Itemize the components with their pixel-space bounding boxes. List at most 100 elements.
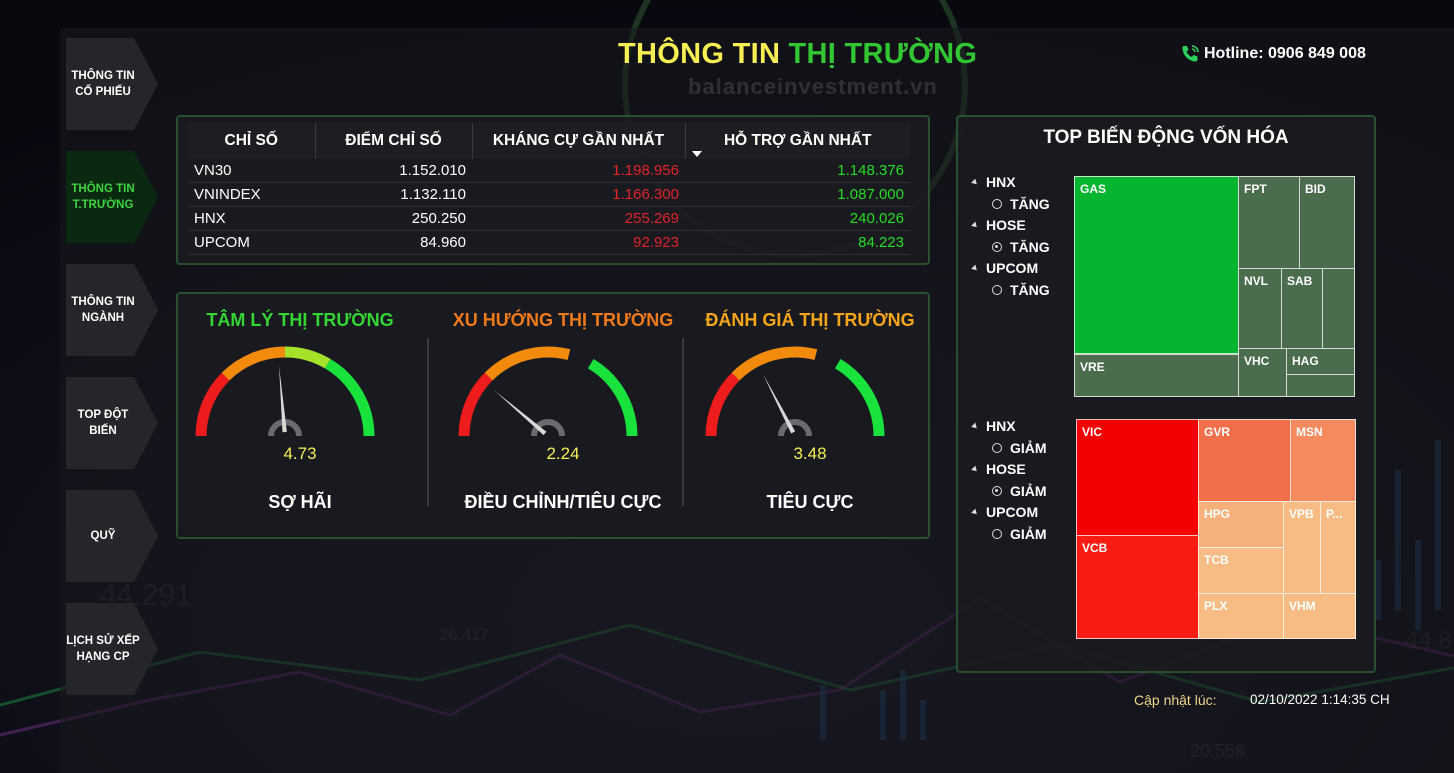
gauge-title: XU HƯỚNG THỊ TRƯỜNG <box>452 310 674 330</box>
treemap-cell[interactable]: FPT <box>1238 176 1301 269</box>
index-support: 240.026 <box>685 206 910 231</box>
treemap-cell[interactable]: VCB <box>1076 535 1199 639</box>
exchange-node-hnx[interactable]: HNX <box>971 415 1047 437</box>
treemap-cell[interactable]: GAS <box>1074 176 1240 354</box>
gauge-hub <box>778 419 812 437</box>
gauge-hub <box>531 419 565 437</box>
filter-option[interactable]: TĂNG <box>972 279 1050 300</box>
sidebar-item-label: QUỸ <box>90 530 116 542</box>
sidebar-item-label: NGÀNH <box>81 312 125 324</box>
treemap-cell[interactable]: GVR <box>1198 419 1291 502</box>
filter-option[interactable]: TĂNG <box>972 193 1050 214</box>
sort-down-icon <box>691 151 702 157</box>
index-support: 1.148.376 <box>685 159 910 183</box>
radio-selected-icon <box>992 485 1002 496</box>
gauges-panel: TÂM LÝ THỊ TRƯỜNG 4.73 SỢ HÃI XU HƯỚNG T… <box>176 292 930 539</box>
gauge-band <box>731 346 818 381</box>
gauge-band <box>834 358 885 437</box>
column-header-point[interactable]: ĐIỂM CHỈ SỐ <box>315 123 473 159</box>
sidebar-item-label: CỔ PHIẾU <box>75 86 131 98</box>
hotline[interactable]: Hotline: 0906 849 008 <box>1180 44 1366 64</box>
watermark: balanceinvestment.vn <box>688 74 938 99</box>
sidebar-item-label: LỊCH SỬ XẾP <box>66 635 140 647</box>
index-table: CHỈ SỐ ĐIỂM CHỈ SỐ KHÁNG CỰ GẦN NHẤT HỖ … <box>188 123 910 255</box>
gauge-sentiment: TÂM LÝ THỊ TRƯỜNG 4.73 SỢ HÃI <box>175 294 425 534</box>
treemap-cell[interactable] <box>1322 268 1355 350</box>
treemap-cell[interactable] <box>1286 374 1355 397</box>
gauge-trend: XU HƯỚNG THỊ TRƯỜNG 2.24 ĐIỀU CHỈNH/TIÊU… <box>438 294 688 534</box>
radio-icon <box>992 528 1002 539</box>
treemap-cell[interactable]: VRE <box>1074 354 1240 397</box>
exchange-node-upcom[interactable]: UPCOM <box>971 501 1047 523</box>
treemap-cell[interactable]: NVL <box>1238 268 1282 350</box>
gauge-title: ĐÁNH GIÁ THỊ TRƯỜNG <box>705 310 915 330</box>
gauge-dial <box>705 346 885 437</box>
column-header-index[interactable]: CHỈ SỐ <box>188 123 316 159</box>
treemap-cell[interactable]: SAB <box>1281 268 1323 350</box>
gauge-dial <box>458 346 638 437</box>
expand-icon <box>971 264 979 272</box>
treemap-cell[interactable]: VHC <box>1238 348 1287 397</box>
gauge-needle <box>762 373 796 434</box>
index-support: 84.223 <box>685 230 910 255</box>
index-table-panel: CHỈ SỐ ĐIỂM CHỈ SỐ KHÁNG CỰ GẦN NHẤT HỖ … <box>176 115 930 265</box>
gauge-needle <box>494 390 547 436</box>
gauge-divider <box>427 338 429 506</box>
gauge-value: 3.48 <box>793 444 827 463</box>
exchange-node-hose[interactable]: HOSE <box>971 214 1050 236</box>
radio-selected-icon <box>992 241 1002 252</box>
gauge-band <box>458 372 493 437</box>
sidebar-item-label: BIẾN <box>89 425 117 437</box>
gauge-band <box>705 372 740 437</box>
treemap-title: TOP BIẾN ĐỘNG VỐN HÓA <box>1043 127 1289 148</box>
gauge-band <box>324 358 375 437</box>
column-header-support[interactable]: HỖ TRỢ GẦN NHẤT <box>685 123 910 159</box>
phone-icon <box>1182 45 1199 62</box>
treemap-cell[interactable]: BID <box>1299 176 1355 269</box>
treemap-cell[interactable]: HAG <box>1286 348 1355 375</box>
treemap-cell[interactable]: P... <box>1320 501 1356 594</box>
page-title: THÔNG TIN THỊ TRƯỜNG <box>618 38 978 70</box>
table-row: VN30 1.152.010 1.198.956 1.148.376 <box>188 159 910 183</box>
gauge-needle <box>279 366 287 433</box>
radio-icon <box>992 198 1002 209</box>
update-label: Cập nhật lúc: <box>1134 692 1217 708</box>
treemap-cell[interactable]: HPG <box>1198 501 1284 548</box>
gauge-label: ĐIỀU CHỈNH/TIÊU CỰC <box>464 492 662 512</box>
treemap-cell[interactable]: VIC <box>1076 419 1199 536</box>
column-header-resistance[interactable]: KHÁNG CỰ GẦN NHẤT <box>472 123 686 159</box>
index-resistance: 1.166.300 <box>472 182 685 207</box>
sidebar-item-label: TOP ĐỘT <box>77 409 129 421</box>
sidebar-item-label: THÔNG TIN <box>71 296 135 308</box>
table-row: VNINDEX 1.132.110 1.166.300 1.087.000 <box>188 182 910 207</box>
filter-option[interactable]: GIẢM <box>972 437 1047 458</box>
index-name: VNINDEX <box>188 182 315 207</box>
gauge-value: 4.73 <box>283 444 317 463</box>
index-point: 250.250 <box>315 206 472 231</box>
gauge-band <box>484 346 571 381</box>
treemap-cell[interactable]: VHM <box>1283 593 1356 639</box>
exchange-node-hnx[interactable]: HNX <box>971 171 1050 193</box>
treemap-cell[interactable]: MSN <box>1290 419 1356 502</box>
up-filter-tree: HNX TĂNG HOSE TĂNG UPCOM TĂNG <box>971 171 1050 300</box>
index-resistance: 1.198.956 <box>472 159 685 183</box>
exchange-node-upcom[interactable]: UPCOM <box>971 257 1050 279</box>
filter-option[interactable]: GIẢM <box>972 523 1047 544</box>
exchange-node-hose[interactable]: HOSE <box>971 458 1047 480</box>
index-point: 1.132.110 <box>315 182 472 207</box>
treemap-cell[interactable]: TCB <box>1198 547 1284 594</box>
index-name: VN30 <box>188 159 315 183</box>
gauge-band <box>284 346 331 369</box>
sidebar-item-label: T.TRƯỜNG <box>72 199 134 211</box>
index-support: 1.087.000 <box>685 182 910 207</box>
filter-option[interactable]: GIẢM <box>972 480 1047 501</box>
radio-icon <box>992 442 1002 453</box>
gauge-band <box>221 346 286 381</box>
gauge-title: TÂM LÝ THỊ TRƯỜNG <box>206 310 394 330</box>
gauge-label: TIÊU CỰC <box>766 492 854 512</box>
index-name: HNX <box>188 206 315 231</box>
treemap-cell[interactable]: PLX <box>1198 593 1284 639</box>
table-row: HNX 250.250 255.269 240.026 <box>188 206 910 231</box>
treemap-cell[interactable]: VPB <box>1283 501 1321 594</box>
filter-option[interactable]: TĂNG <box>972 236 1050 257</box>
